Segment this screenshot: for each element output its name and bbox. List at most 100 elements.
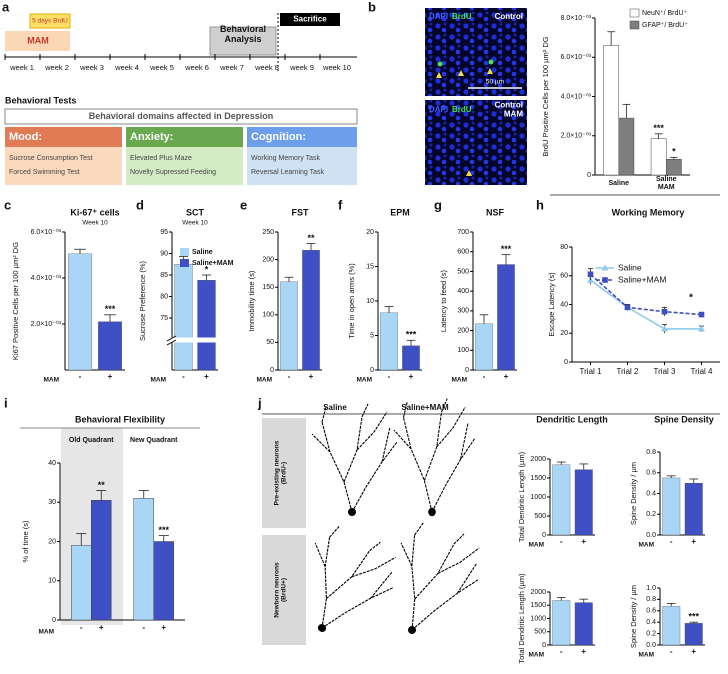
x-tick-label: - — [142, 623, 145, 632]
y-tick-label: 40 — [560, 301, 568, 308]
week-label: week 2 — [44, 63, 69, 72]
y-tick-label: 2.0×10⁻⁰³ — [561, 132, 592, 140]
y-tick-label: 6.0×10⁻⁰³ — [561, 53, 592, 61]
point — [661, 308, 668, 315]
y-tick-label: 500 — [457, 268, 469, 275]
brdu-label: 5 days BrdU — [32, 18, 68, 25]
y-tick-label: 10 — [366, 298, 374, 305]
y-tick-label: 400 — [457, 288, 469, 295]
bar — [133, 498, 154, 621]
axis-break-mark — [166, 339, 177, 346]
mood-box — [5, 147, 122, 185]
sacrifice-box — [280, 13, 340, 26]
bar — [552, 464, 571, 536]
y-tick-label: 0.2 — [646, 630, 656, 637]
column-header: Anxiety: — [130, 131, 173, 143]
legend-marker — [602, 277, 608, 283]
y-tick-label: 150 — [262, 284, 274, 291]
bar — [68, 253, 92, 371]
bar — [98, 321, 122, 371]
category-axis-label: MAM — [356, 377, 372, 384]
category-axis-label: MAM — [256, 377, 272, 384]
x-tick-label: + — [581, 537, 586, 546]
legend-marker — [601, 264, 609, 271]
micrograph — [425, 100, 527, 185]
y-tick-label: 0 — [564, 359, 568, 366]
y-axis-label: Latency to feed (s) — [439, 269, 448, 332]
micrograph — [425, 8, 527, 96]
test-item: Novelty Supressed Feeding — [130, 169, 216, 176]
category-axis-label: MAM — [38, 629, 54, 636]
domains-label: Behavioral domains affected in Depressio… — [89, 111, 274, 121]
x-tick-label: - — [483, 372, 486, 381]
analysis-label: Behavioral Analysis — [220, 24, 266, 44]
x-tick-label: + — [161, 623, 166, 632]
bar — [475, 323, 493, 371]
y-tick-label: 0 — [587, 172, 591, 179]
y-tick-label: 700 — [457, 229, 469, 236]
y-tick-label: 1000 — [530, 494, 546, 501]
test-item: Forced Swimming Test — [9, 169, 80, 176]
significance: ** — [307, 233, 315, 243]
panel-label: a — [2, 0, 10, 14]
text-line: Newborn neurons — [273, 562, 280, 618]
point — [587, 271, 594, 278]
x-tick-label: - — [388, 372, 391, 381]
chart-subtitle: Week 10 — [82, 220, 108, 227]
domains-box — [4, 108, 358, 125]
chart-title: SCT — [186, 207, 205, 217]
y-tick-label: 5 — [370, 332, 374, 339]
x-tick-label: - — [670, 647, 673, 656]
legend-swatch — [629, 20, 640, 30]
legend-label: Saline — [192, 249, 213, 256]
x-tick-label: - — [560, 647, 563, 656]
chart-title: Spine Density — [654, 414, 714, 424]
y-tick-label: 0.8 — [646, 596, 656, 603]
significance: * — [205, 264, 209, 274]
x-tick-label: - — [79, 372, 82, 381]
stain-label: BrdU — [452, 12, 472, 21]
significance: *** — [406, 330, 417, 340]
y-tick-label: 4.0×10⁻⁰³ — [31, 274, 62, 282]
y-tick-label: 200 — [457, 327, 469, 334]
y-tick-label: 0.6 — [646, 608, 656, 615]
y-tick-label: 20 — [48, 538, 56, 545]
bar — [603, 45, 619, 176]
column-header: Mood: — [9, 131, 42, 143]
cognition-header-box — [247, 127, 357, 147]
scale-bar-label: 50 µm — [486, 79, 504, 86]
chart-title: FST — [292, 207, 310, 217]
x-tick-label: + — [108, 372, 113, 381]
significance: *** — [105, 304, 116, 314]
x-tick-label: + — [691, 647, 696, 656]
y-tick-label: 1000 — [530, 615, 546, 622]
bar — [280, 281, 298, 371]
week-label: week 4 — [114, 63, 139, 72]
point — [661, 325, 668, 332]
annotation: * — [689, 292, 693, 303]
y-tick-label: 600 — [457, 249, 469, 256]
y-tick-label: 10 — [48, 578, 56, 585]
panel-label: h — [536, 197, 544, 212]
y-axis-label: Ki67 Positive Cells per 100 µm² DG — [11, 242, 20, 360]
point — [624, 304, 631, 311]
bar — [666, 159, 682, 176]
week-label: week 7 — [219, 63, 244, 72]
y-tick-label: 4.0×10⁻⁰³ — [561, 92, 592, 100]
y-axis-label: Immobility time (s) — [247, 270, 256, 331]
bar — [197, 280, 216, 371]
y-tick-label: 0 — [542, 532, 546, 539]
chart-title: Working Memory — [612, 207, 685, 217]
y-tick-label: 80 — [160, 293, 168, 300]
text-line: Analysis — [224, 34, 261, 44]
sacrifice-label: Sacrifice — [293, 15, 327, 24]
y-tick-label: 300 — [457, 308, 469, 315]
x-tick-label: + — [309, 372, 314, 381]
anxiety-box — [126, 147, 243, 185]
x-tick-label: Trial 1 — [580, 367, 602, 376]
y-tick-label: 75 — [160, 315, 168, 322]
bar — [552, 600, 571, 646]
neuron-tracing — [372, 514, 492, 650]
condition-label: Control — [495, 12, 523, 21]
